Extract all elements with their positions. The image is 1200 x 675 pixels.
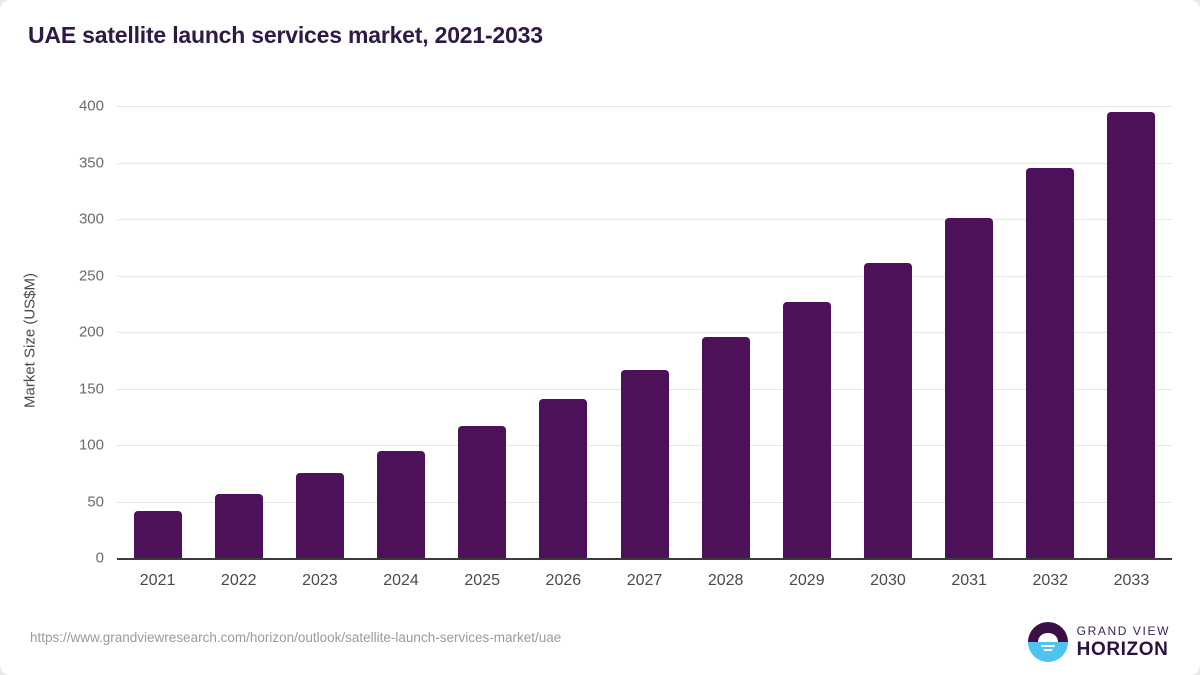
y-axis-tick-label: 250 xyxy=(78,267,104,284)
page-title: UAE satellite launch services market, 20… xyxy=(28,22,543,48)
bar-2025[interactable] xyxy=(458,425,507,558)
bar-2027[interactable] xyxy=(620,370,669,558)
source-url[interactable]: https://www.grandviewresearch.com/horizo… xyxy=(30,630,562,645)
bar-2030[interactable] xyxy=(863,263,912,558)
y-axis-tick-labels: 0 50 100 150 200 250 300 350 400 xyxy=(0,98,104,567)
x-axis-line xyxy=(117,558,1172,560)
horizon-globe-icon xyxy=(1027,622,1068,662)
x-axis-tick-label: 2024 xyxy=(383,572,419,589)
x-axis-tick-label: 2027 xyxy=(626,572,663,589)
y-axis-tick-label: 150 xyxy=(78,380,104,397)
logo-line-horizon: HORIZON xyxy=(1076,639,1169,660)
bar-2026[interactable] xyxy=(539,398,588,558)
logo-text: GRAND VIEW HORIZON xyxy=(1077,625,1170,659)
y-axis-tick-label: 300 xyxy=(78,210,104,228)
y-axis-tick-label: 400 xyxy=(78,97,104,115)
gridline xyxy=(117,332,1172,333)
x-axis-tick-label: 2022 xyxy=(220,572,257,589)
x-axis-tick-label: 2029 xyxy=(789,572,825,589)
x-axis-tick-label: 2030 xyxy=(870,572,906,589)
x-axis-tick-label: 2032 xyxy=(1032,572,1069,589)
bar-2024[interactable] xyxy=(377,450,426,558)
x-axis-tick-label: 2021 xyxy=(139,572,176,589)
plot-area xyxy=(117,106,1172,558)
y-axis-tick-label: 0 xyxy=(95,549,104,567)
bar-2028[interactable] xyxy=(701,336,750,558)
y-axis-tick-label: 100 xyxy=(78,436,104,454)
chart-canvas: Market Size (US$M) 0 50 100 150 200 250 300 350… xyxy=(0,98,1172,589)
bar-2023[interactable] xyxy=(295,473,344,558)
grand-view-horizon-logo[interactable]: GRAND VIEW HORIZON xyxy=(1027,622,1170,662)
bar-2029[interactable] xyxy=(782,301,831,558)
x-axis-tick-label: 2026 xyxy=(545,572,582,589)
y-axis-tick-label: 50 xyxy=(87,493,104,510)
x-axis-tick-label: 2023 xyxy=(302,572,338,589)
bar-2022[interactable] xyxy=(214,493,263,558)
logo-line-grand-view: GRAND VIEW xyxy=(1076,624,1170,638)
bar-2032[interactable] xyxy=(1026,168,1075,558)
bar-2033[interactable] xyxy=(1107,111,1156,558)
gridline xyxy=(117,275,1172,277)
x-axis-tick-label: 2028 xyxy=(707,572,744,589)
y-axis-tick-label: 350 xyxy=(78,154,104,171)
x-axis-tick-label: 2033 xyxy=(1113,572,1150,589)
gridline xyxy=(117,106,1172,107)
x-axis-tick-label: 2031 xyxy=(951,572,987,589)
gridline xyxy=(117,162,1172,164)
bar-2021[interactable] xyxy=(133,510,182,558)
bar-2031[interactable] xyxy=(945,217,994,558)
y-axis-tick-label: 200 xyxy=(78,323,104,341)
gridline xyxy=(117,219,1172,220)
x-axis-tick-label: 2025 xyxy=(464,572,500,589)
